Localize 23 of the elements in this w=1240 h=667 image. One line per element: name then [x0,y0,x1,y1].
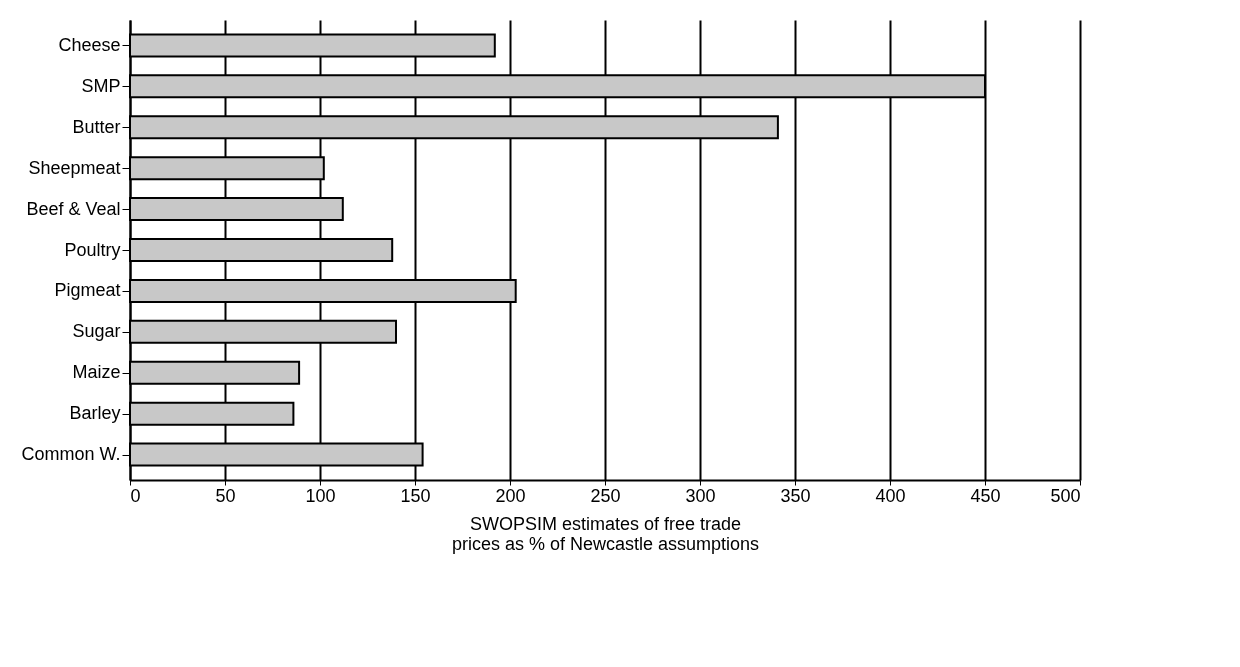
x-tick-label: 150 [400,485,431,506]
y-tick-label: Poultry [64,239,121,260]
y-tick-label: Sugar [72,321,121,342]
x-axis-title: SWOPSIM estimates of free trade prices as % of Newcastle assumptions [451,513,760,554]
y-tick-label: Barley [69,403,121,424]
x-tick-label: 100 [305,485,336,506]
y-tick-label: Common W. [21,444,121,465]
y-tick-label: SMP [81,75,121,96]
y-tick-label: Sheepmeat [28,157,121,178]
y-tick-label: Maize [72,362,121,383]
x-tick-label: 300 [685,485,716,506]
x-tick-label: 400 [875,485,906,506]
x-tick-label: 0 [130,485,141,506]
y-tick-label: Cheese [58,34,121,55]
x-tick-label: 200 [495,485,526,506]
x-tick-label: 350 [780,485,811,506]
x-tick-label: 500 [1050,485,1081,506]
y-tick-label: Beef & Veal [26,198,121,219]
y-tick-label: Butter [72,116,121,137]
x-tick-label: 50 [215,485,236,506]
x-tick-label: 450 [970,485,1001,506]
y-tick-label: Pigmeat [54,280,121,301]
x-tick-label: 250 [590,485,621,506]
